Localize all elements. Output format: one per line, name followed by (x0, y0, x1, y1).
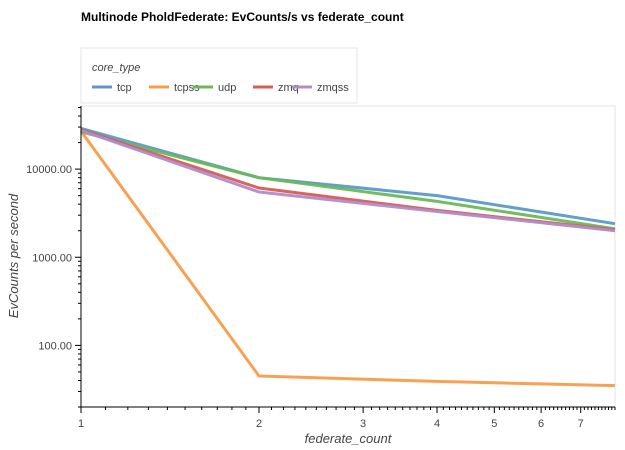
x-axis-ticks: 1 2 3 4 5 6 7 (78, 407, 616, 430)
x-tick-label: 3 (360, 418, 366, 430)
legend-label-zmq: zmq (278, 82, 299, 94)
x-tick-label: 7 (578, 418, 584, 430)
legend-box (80, 47, 358, 104)
series-line-tcpss (79, 130, 616, 388)
y-axis-label: EvCounts per second (6, 193, 21, 318)
series-line-tcp (80, 126, 616, 226)
chart-title: Multinode PholdFederate: EvCounts/s vs f… (81, 10, 404, 24)
x-tick-label: 4 (434, 418, 440, 430)
plot-area: 1 2 3 4 5 6 7 100.00 1000.00 10000.00 (26, 105, 616, 430)
legend-label-tcp: tcp (117, 82, 132, 94)
series-line-zmqss (80, 128, 616, 233)
series-line-zmq (80, 128, 616, 232)
x-tick-label: 1 (78, 418, 84, 430)
x-tick-label: 5 (491, 418, 497, 430)
x-tick-label: 6 (538, 418, 544, 430)
y-tick-label: 1000.00 (32, 252, 72, 264)
y-tick-label: 10000.00 (26, 164, 72, 176)
legend-label-tcpss: tcpss (174, 82, 200, 94)
legend-label-zmqss: zmqss (317, 82, 349, 94)
x-tick-label: 2 (256, 418, 262, 430)
series-line-udp (80, 130, 616, 231)
legend: core_type tcp tcpss udp zmq zmqss (80, 47, 358, 104)
series-layer (79, 126, 616, 388)
x-axis-label: federate_count (305, 431, 393, 446)
legend-items: tcp tcpss udp zmq zmqss (92, 82, 349, 94)
legend-title: core_type (92, 62, 140, 74)
legend-label-udp: udp (218, 82, 236, 94)
y-axis-ticks: 100.00 1000.00 10000.00 (26, 107, 81, 408)
y-tick-label: 100.00 (38, 340, 72, 352)
